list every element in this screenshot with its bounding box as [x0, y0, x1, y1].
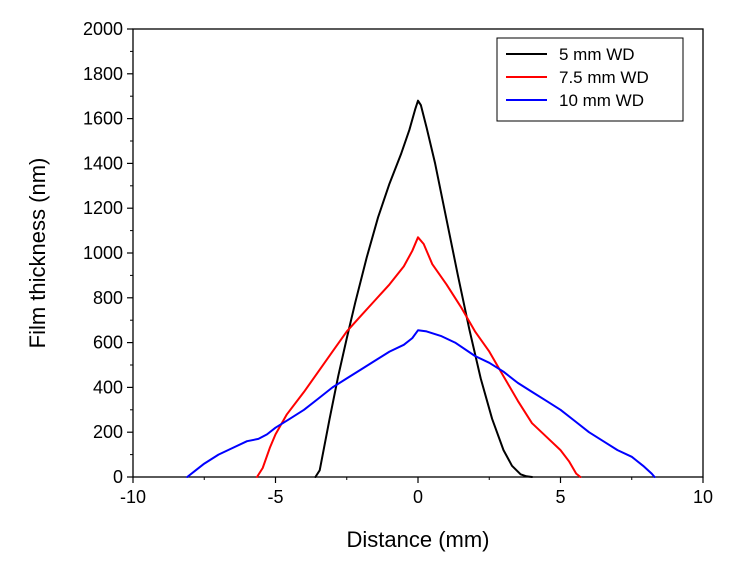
x-tick-label: 0	[413, 487, 423, 507]
y-tick-label: 1200	[83, 198, 123, 218]
y-tick-label: 800	[93, 288, 123, 308]
legend-box	[496, 37, 684, 122]
x-tick-label: 5	[555, 487, 565, 507]
legend-label-2: 7.5 mm WD	[559, 68, 649, 87]
y-tick-label: 600	[93, 333, 123, 353]
y-axis-title: Film thickness (nm)	[25, 158, 50, 349]
y-tick-label: 0	[113, 467, 123, 487]
series-line-1	[314, 99, 533, 478]
x-axis-ticks: -10 -5 0 5 10	[120, 477, 713, 507]
y-tick-label: 1400	[83, 153, 123, 173]
legend-label-1: 5 mm WD	[559, 45, 635, 64]
legend-label-3: 10 mm WD	[559, 91, 644, 110]
x-tick-label: 10	[693, 487, 713, 507]
y-tick-label: 1800	[83, 64, 123, 84]
y-tick-label: 400	[93, 377, 123, 397]
y-tick-label: 1600	[83, 109, 123, 129]
series-line-2	[256, 236, 582, 478]
legend: 5 mm WD 7.5 mm WD 10 mm WD	[496, 37, 684, 122]
x-axis-title: Distance (mm)	[346, 527, 489, 552]
y-tick-label: 2000	[83, 19, 123, 39]
series-lines	[186, 99, 656, 478]
y-tick-label: 1000	[83, 243, 123, 263]
y-tick-label: 200	[93, 422, 123, 442]
series-line-3	[186, 329, 656, 478]
y-axis-ticks: 0 200 400 600 800 1000 1200 1400 1600 1800 2000	[83, 19, 133, 487]
x-tick-label: -5	[267, 487, 283, 507]
x-tick-label: -10	[120, 487, 146, 507]
